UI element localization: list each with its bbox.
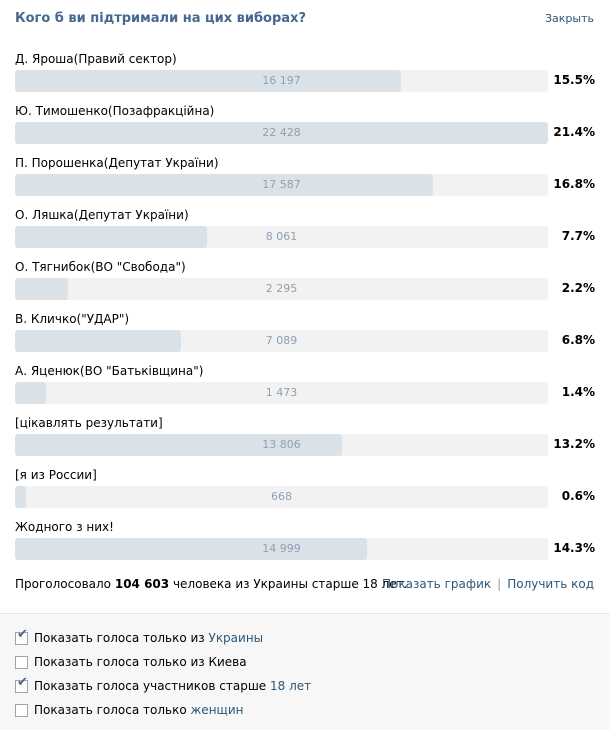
checkbox[interactable]: ✔ [15, 704, 28, 717]
poll-options: Д. Яроша(Правий сектор) 16 197 15.5% Ю. … [15, 52, 595, 572]
option-count: 2 295 [265, 282, 298, 295]
option-percent: 7.7% [561, 229, 595, 243]
filter-label: Показать голоса участников старше 18 лет [34, 679, 311, 693]
option-label: А. Яценюк(ВО "Батьківщина") [15, 364, 204, 378]
option-bar: 22 428 [15, 122, 548, 144]
checkmark-icon: ✔ [17, 675, 28, 690]
poll-option[interactable]: Жодного з них! 14 999 14.3% [15, 520, 595, 572]
option-percent: 15.5% [553, 73, 595, 87]
summary-prefix: Проголосовало [15, 577, 112, 591]
poll-summary: Проголосовало 104 603 человека из Украин… [15, 577, 594, 595]
filter-link[interactable]: женщин [190, 703, 244, 717]
vote-filters: ✔ Показать голоса только из Украины ✔ По… [0, 613, 610, 730]
option-bar-fill [15, 174, 434, 196]
filter-text: Показать голоса только [34, 703, 187, 717]
option-bar: 14 999 [15, 538, 548, 560]
summary-links: Показать график | Получить код [382, 577, 594, 591]
option-bar-fill [15, 382, 46, 404]
option-count: 1 473 [265, 386, 298, 399]
option-count: 14 999 [262, 542, 301, 555]
option-bar-fill [15, 330, 182, 352]
poll-option[interactable]: Д. Яроша(Правий сектор) 16 197 15.5% [15, 52, 595, 104]
filter-text: Показать голоса только из [34, 631, 205, 645]
poll-option[interactable]: О. Тягнибок(ВО "Свобода") 2 295 2.2% [15, 260, 595, 312]
filter-label: Показать голоса только женщин [34, 703, 244, 717]
poll-option[interactable]: В. Кличко("УДАР") 7 089 6.8% [15, 312, 595, 364]
poll-option[interactable]: А. Яценюк(ВО "Батьківщина") 1 473 1.4% [15, 364, 595, 416]
option-count: 668 [271, 490, 292, 503]
option-label: Ю. Тимошенко(Позафракційна) [15, 104, 215, 118]
show-chart-link[interactable]: Показать график [381, 577, 492, 591]
option-bar: 668 [15, 486, 548, 508]
close-button[interactable]: Закрыть [545, 12, 594, 25]
poll-option[interactable]: [я из России] 668 0.6% [15, 468, 595, 520]
option-label: П. Порошенка(Депутат України) [15, 156, 219, 170]
filter-label: Показать голоса только из Украины [34, 631, 263, 645]
option-percent: 0.6% [561, 489, 595, 503]
votes-summary: Проголосовало 104 603 человека из Украин… [15, 577, 407, 591]
option-count: 13 806 [262, 438, 301, 451]
checkbox[interactable]: ✔ [15, 628, 28, 645]
option-bar-fill [15, 538, 367, 560]
option-percent: 14.3% [553, 541, 595, 555]
checkbox[interactable]: ✔ [15, 676, 28, 693]
get-code-link[interactable]: Получить код [507, 577, 594, 591]
filter-link[interactable]: 18 лет [270, 679, 312, 693]
poll-option[interactable]: [цікавлять результати] 13 806 13.2% [15, 416, 595, 468]
option-label: В. Кличко("УДАР") [15, 312, 130, 326]
option-bar: 13 806 [15, 434, 548, 456]
filter-label: Показать голоса только из Киева [34, 655, 247, 669]
option-bar-fill [15, 278, 69, 300]
option-percent: 21.4% [553, 125, 595, 139]
option-percent: 13.2% [553, 437, 595, 451]
option-label: О. Ляшка(Депутат України) [15, 208, 189, 222]
poll-title: Кого б ви підтримали на цих виборах? [15, 11, 306, 26]
option-bar-fill [15, 70, 402, 92]
option-percent: 2.2% [561, 281, 595, 295]
poll-option[interactable]: О. Ляшка(Депутат України) 8 061 7.7% [15, 208, 595, 260]
option-count: 16 197 [262, 74, 301, 87]
option-bar: 2 295 [15, 278, 548, 300]
option-label: Жодного з них! [15, 520, 114, 534]
option-bar-fill [15, 226, 207, 248]
total-votes: 104 603 [114, 577, 170, 591]
option-bar: 17 587 [15, 174, 548, 196]
option-bar-fill [15, 434, 342, 456]
option-label: Д. Яроша(Правий сектор) [15, 52, 177, 66]
option-count: 22 428 [262, 126, 301, 139]
checkmark-icon: ✔ [17, 627, 28, 642]
option-bar: 7 089 [15, 330, 548, 352]
summary-suffix: человека из Украины старше 18 лет. [172, 577, 408, 591]
option-count: 17 587 [262, 178, 301, 191]
option-bar: 16 197 [15, 70, 548, 92]
option-bar: 8 061 [15, 226, 548, 248]
filter-link[interactable]: Украины [208, 631, 264, 645]
link-separator: | [497, 577, 502, 591]
option-percent: 16.8% [553, 177, 595, 191]
option-label: О. Тягнибок(ВО "Свобода") [15, 260, 186, 274]
filter-text: Показать голоса участников старше [34, 679, 267, 693]
option-count: 7 089 [265, 334, 298, 347]
filter-text: Показать голоса только из Киева [34, 655, 247, 669]
option-bar-fill [15, 486, 26, 508]
poll-option[interactable]: Ю. Тимошенко(Позафракційна) 22 428 21.4% [15, 104, 595, 156]
poll-option[interactable]: П. Порошенка(Депутат України) 17 587 16.… [15, 156, 595, 208]
poll-header: Кого б ви підтримали на цих виборах? Зак… [15, 11, 594, 31]
option-count: 8 061 [265, 230, 298, 243]
option-label: [я из России] [15, 468, 97, 482]
option-label: [цікавлять результати] [15, 416, 163, 430]
option-bar-fill [15, 122, 548, 144]
option-bar: 1 473 [15, 382, 548, 404]
option-percent: 6.8% [561, 333, 595, 347]
checkbox[interactable]: ✔ [15, 656, 28, 669]
option-percent: 1.4% [561, 385, 595, 399]
